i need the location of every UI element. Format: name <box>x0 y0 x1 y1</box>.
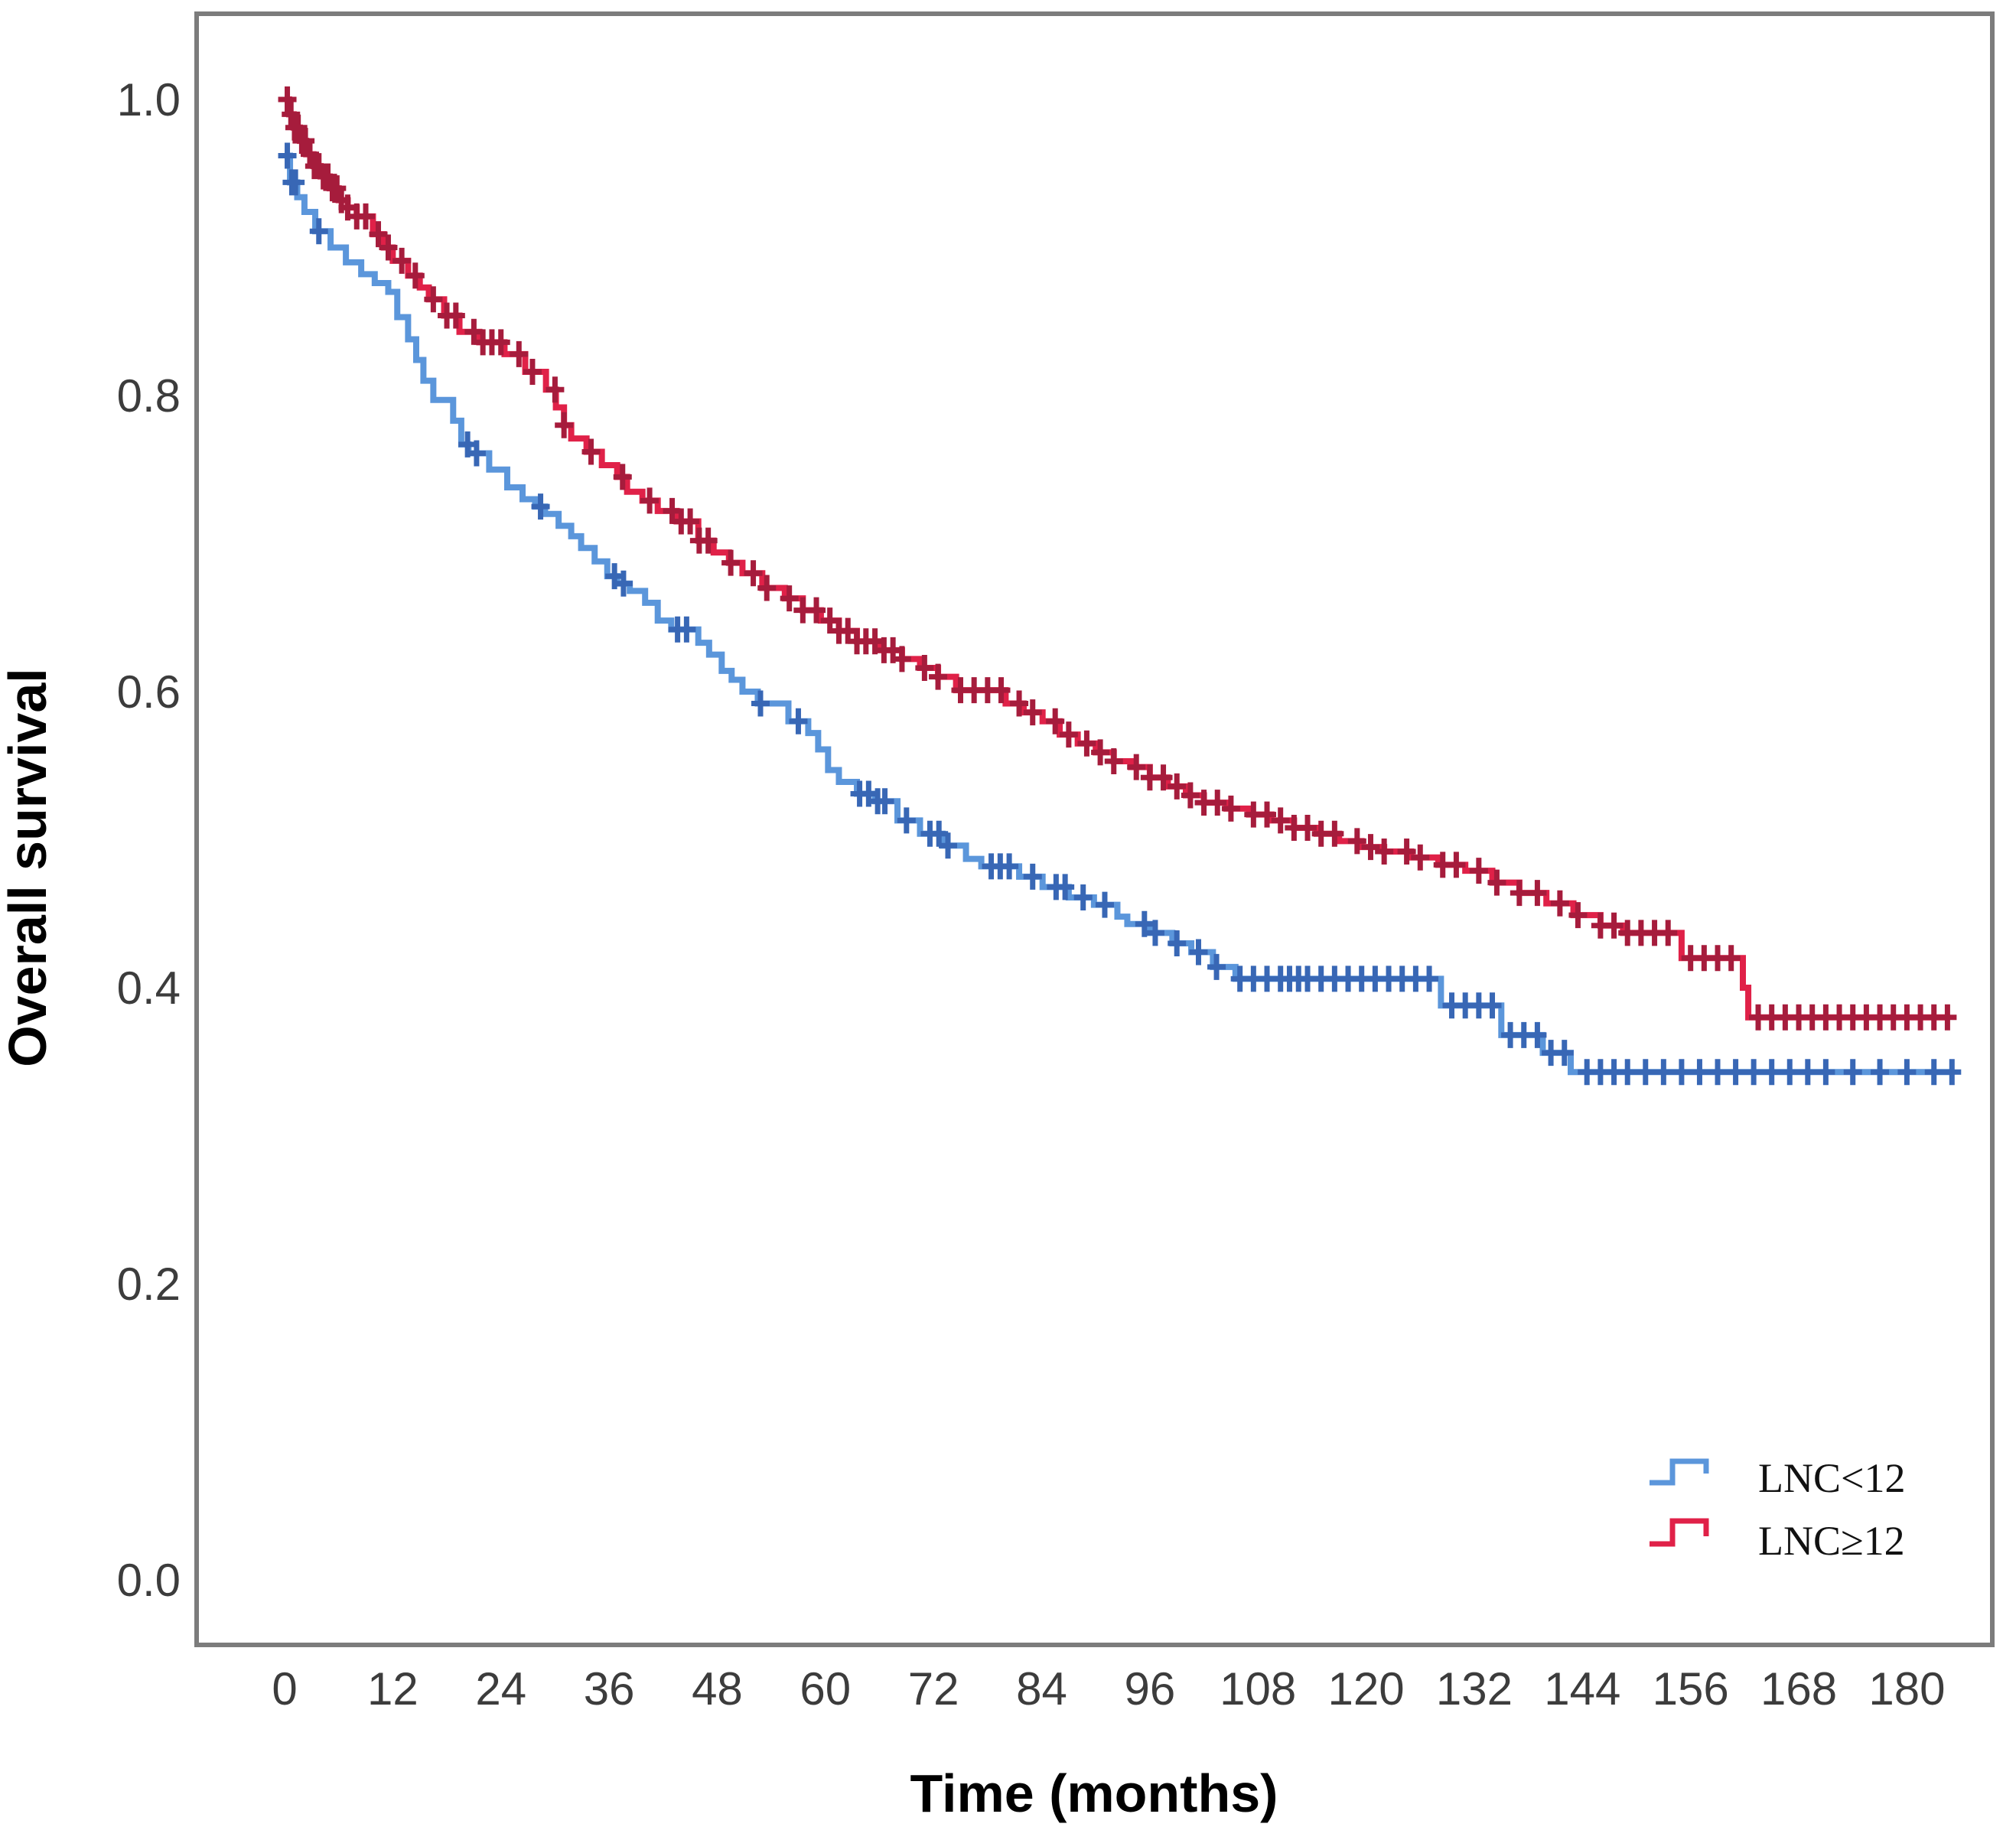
km-curve-lnc-lt12 <box>285 152 1954 1076</box>
x-tick-label: 72 <box>908 1663 959 1715</box>
x-tick-label: 108 <box>1220 1663 1296 1715</box>
y-tick-label: 0.8 <box>117 370 181 422</box>
y-tick-label: 0.2 <box>117 1259 181 1310</box>
x-tick-label: 168 <box>1760 1663 1837 1715</box>
x-tick-label: 36 <box>584 1663 635 1715</box>
x-tick-label: 48 <box>692 1663 743 1715</box>
x-tick-label: 96 <box>1125 1663 1176 1715</box>
x-axis-tick-labels: 0 12 24 36 48 60 72 84 96 108 120 132 144 156 168 180 <box>272 1663 1945 1715</box>
survival-curves <box>285 96 1954 1076</box>
plot-frame <box>194 11 1995 1647</box>
x-tick-label: 12 <box>367 1663 419 1715</box>
legend-item-lnc-ge12: LNC≥12 <box>1650 1518 1905 1564</box>
censor-ticks-lnc-lt12 <box>278 142 1962 1086</box>
y-tick-label: 0.4 <box>117 962 181 1014</box>
x-tick-label: 120 <box>1328 1663 1405 1715</box>
x-tick-label: 84 <box>1016 1663 1067 1715</box>
y-tick-label: 0.6 <box>117 666 181 718</box>
y-axis-title: Overall survival <box>0 668 57 1067</box>
legend-label-lnc-ge12: LNC≥12 <box>1758 1518 1905 1564</box>
x-tick-label: 180 <box>1868 1663 1945 1715</box>
legend: LNC<12 LNC≥12 <box>1650 1455 1905 1564</box>
censor-marks <box>278 86 1962 1086</box>
km-step-line-blue-icon <box>1650 1458 1709 1486</box>
y-tick-label: 0.0 <box>117 1555 181 1606</box>
x-tick-label: 24 <box>475 1663 526 1715</box>
x-tick-label: 144 <box>1544 1663 1620 1715</box>
x-tick-label: 132 <box>1436 1663 1513 1715</box>
x-tick-label: 0 <box>272 1663 297 1715</box>
x-axis-title: Time (months) <box>910 1763 1278 1823</box>
legend-item-lnc-lt12: LNC<12 <box>1650 1455 1905 1501</box>
censor-ticks-lnc-ge12 <box>278 86 1957 1031</box>
y-axis-tick-labels: 1.0 0.8 0.6 0.4 0.2 0.0 <box>117 74 181 1606</box>
km-step-line-red-icon <box>1650 1518 1709 1547</box>
legend-label-lnc-lt12: LNC<12 <box>1758 1455 1905 1501</box>
y-tick-label: 1.0 <box>117 74 181 125</box>
x-tick-label: 156 <box>1653 1663 1729 1715</box>
x-tick-label: 60 <box>800 1663 851 1715</box>
km-curve-lnc-ge12 <box>285 96 1949 1021</box>
